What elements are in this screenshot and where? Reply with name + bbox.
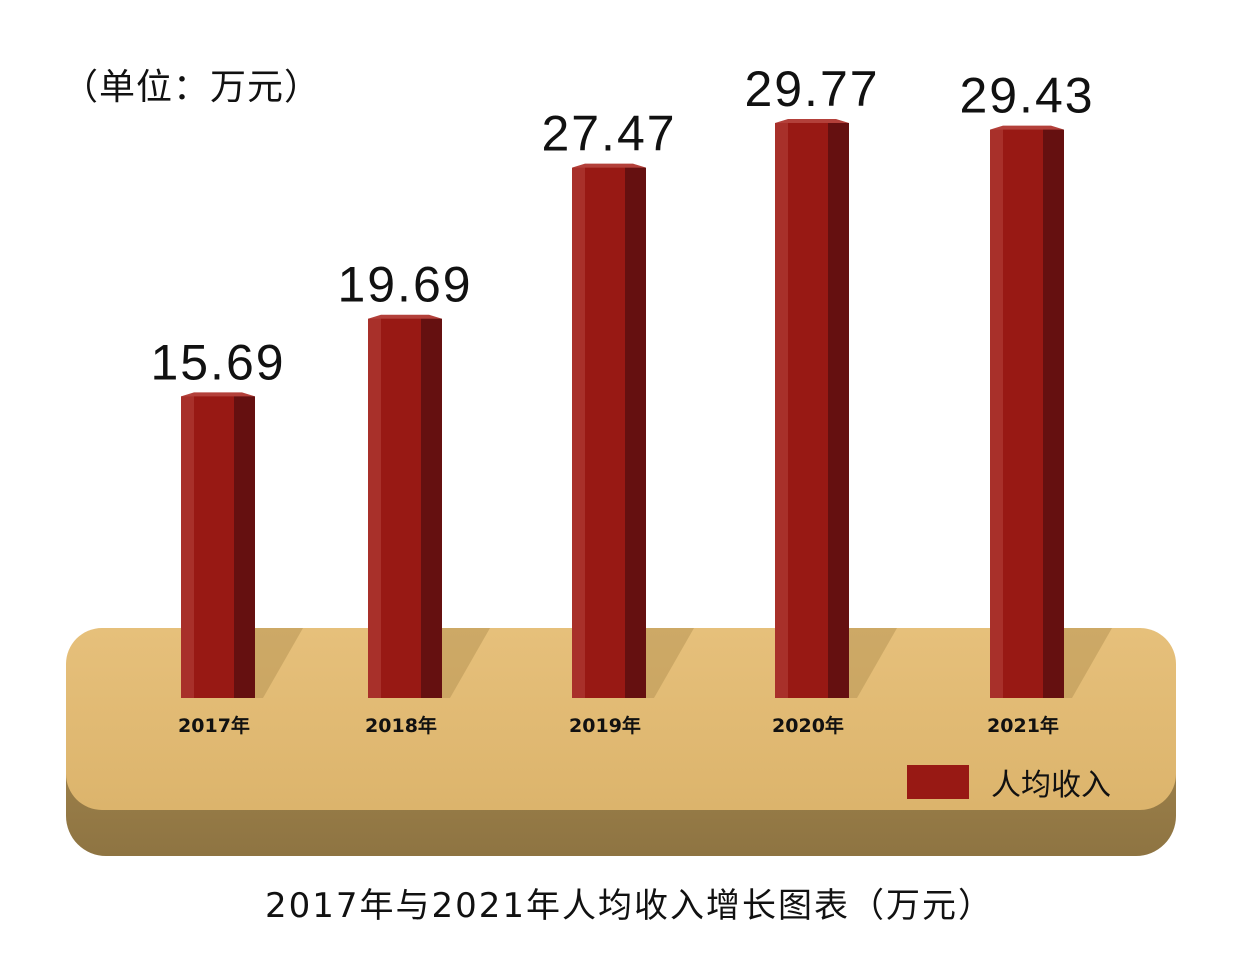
platform-top — [66, 628, 1176, 810]
platform — [66, 628, 1176, 856]
value-label: 27.47 — [541, 106, 676, 162]
chart-title: 2017年与2021年人均收入增长图表（万元） — [264, 886, 995, 926]
category-label: 2021年 — [987, 714, 1059, 737]
bar-front-face — [1003, 129, 1043, 699]
bar-shadow — [442, 628, 490, 698]
bar-left-face — [775, 123, 788, 698]
value-label: 29.43 — [959, 68, 1094, 124]
bar-shadow — [255, 628, 303, 698]
value-labels: 15.69 19.69 27.47 29.77 29.43 — [150, 61, 1094, 390]
bar-right-face — [1043, 129, 1064, 699]
bar-left-face — [181, 396, 194, 698]
bar — [990, 125, 1064, 699]
bars — [181, 119, 1064, 699]
category-label: 2020年 — [772, 714, 844, 737]
bar — [181, 392, 255, 698]
value-label: 29.77 — [744, 61, 879, 117]
bar-shadow — [646, 628, 694, 698]
bar-front-face — [788, 123, 828, 698]
bar-left-face — [572, 167, 585, 698]
bar — [775, 119, 849, 698]
bar-right-face — [625, 167, 646, 698]
unit-label: （单位：万元） — [62, 67, 322, 108]
bar-left-face — [990, 129, 1003, 699]
bar-front-face — [381, 318, 421, 698]
category-label: 2019年 — [569, 714, 641, 737]
bar — [572, 163, 646, 698]
legend-swatch — [907, 765, 969, 799]
bar-shadow — [849, 628, 897, 698]
bar-shadows — [255, 628, 1112, 698]
bar-front-face — [585, 167, 625, 698]
bar — [368, 314, 442, 698]
legend: 人均收入 — [907, 762, 1111, 803]
bar-right-face — [828, 123, 849, 698]
bar-left-face — [368, 318, 381, 698]
bar-right-face — [421, 318, 442, 698]
value-label: 15.69 — [150, 334, 285, 390]
bar-right-face — [234, 396, 255, 698]
bar-shadow — [1064, 628, 1112, 698]
category-label: 2018年 — [365, 714, 437, 737]
category-labels: 2017年 2018年 2019年 2020年 2021年 — [178, 714, 1059, 737]
bar-front-face — [194, 396, 234, 698]
legend-label: 人均收入 — [991, 768, 1111, 803]
category-label: 2017年 — [178, 714, 250, 737]
value-label: 19.69 — [337, 257, 472, 313]
